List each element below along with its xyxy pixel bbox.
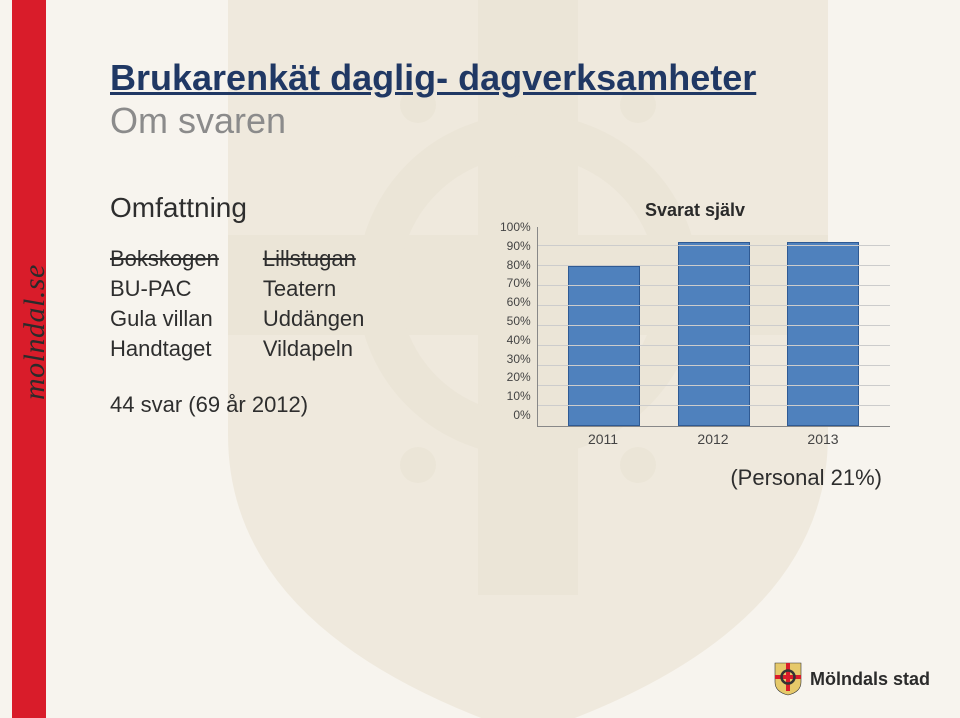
x-tick: 2012 (677, 431, 749, 447)
x-tick: 2011 (567, 431, 639, 447)
y-tick: 70% (500, 277, 531, 289)
list-item: Handtaget (110, 336, 219, 362)
y-tick: 20% (500, 371, 531, 383)
page-title: Brukarenkät daglig- dagverksamheter (110, 58, 920, 98)
list-col-left: Bokskogen BU-PAC Gula villan Handtaget (110, 246, 219, 362)
chart-svarat-sjalv: Svarat själv 100% 90% 80% 70% 60% 50% 40… (500, 200, 890, 491)
y-tick: 30% (500, 353, 531, 365)
chart-caption: (Personal 21%) (500, 465, 890, 491)
chart-bar (568, 266, 640, 426)
molndals-stad-logo: Mölndals stad (774, 662, 930, 696)
grid-line (538, 285, 890, 286)
list-item: Gula villan (110, 306, 219, 332)
side-label: molndal.se (18, 264, 52, 400)
y-tick: 100% (500, 221, 531, 233)
y-tick: 80% (500, 259, 531, 271)
chart-x-axis: 2011 2012 2013 (536, 427, 890, 447)
chart-title: Svarat själv (500, 200, 890, 221)
page-subtitle: Om svaren (110, 100, 920, 142)
chart-bars (538, 227, 890, 426)
x-tick: 2013 (787, 431, 859, 447)
grid-line (538, 365, 890, 366)
grid-line (538, 305, 890, 306)
list-item: BU-PAC (110, 276, 219, 302)
chart-bar (787, 242, 859, 426)
y-tick: 10% (500, 390, 531, 402)
chart-bar (678, 242, 750, 426)
list-col-right: Lillstugan Teatern Uddängen Vildapeln (263, 246, 365, 362)
list-item: Bokskogen (110, 246, 219, 272)
grid-line (538, 325, 890, 326)
slide: molndal.se Brukarenkät daglig- dagverksa… (0, 0, 960, 718)
grid-line (538, 345, 890, 346)
list-item: Lillstugan (263, 246, 365, 272)
shield-icon (774, 662, 802, 696)
chart-plot (537, 227, 890, 427)
y-tick: 0% (500, 409, 531, 421)
list-item: Uddängen (263, 306, 365, 332)
logo-text: Mölndals stad (810, 669, 930, 690)
y-tick: 60% (500, 296, 531, 308)
grid-line (538, 385, 890, 386)
chart-y-axis: 100% 90% 80% 70% 60% 50% 40% 30% 20% 10%… (500, 227, 537, 427)
list-item: Teatern (263, 276, 365, 302)
y-tick: 90% (500, 240, 531, 252)
y-tick: 50% (500, 315, 531, 327)
y-tick: 40% (500, 334, 531, 346)
grid-line (538, 405, 890, 406)
chart-area: 100% 90% 80% 70% 60% 50% 40% 30% 20% 10%… (500, 227, 890, 427)
list-item: Vildapeln (263, 336, 365, 362)
grid-line (538, 245, 890, 246)
grid-line (538, 265, 890, 266)
